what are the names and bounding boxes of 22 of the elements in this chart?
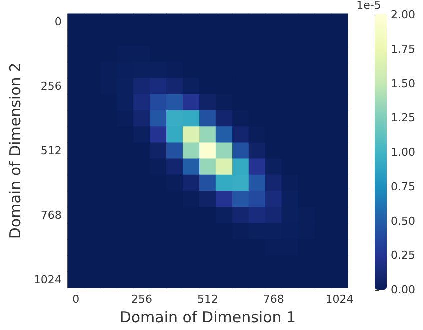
color-bar-label: 0.75 xyxy=(391,180,416,194)
y-tick-label: 768 xyxy=(40,208,62,222)
y-tick-label: 0 xyxy=(54,16,62,29)
y-tick-label: 512 xyxy=(40,144,62,158)
color-bar-label: 0.50 xyxy=(391,214,416,228)
y-tick-label: 256 xyxy=(40,80,62,94)
y-axis-title: Domain of Dimension 2 xyxy=(6,62,24,240)
x-tick-label: 256 xyxy=(132,293,153,306)
y-tick-label: 1024 xyxy=(34,273,62,286)
color-bar-label: 0.25 xyxy=(391,249,416,262)
color-bar-label: 0.00 xyxy=(391,284,416,296)
color-bar-label: 2.00 xyxy=(391,8,416,22)
x-tick-label: 768 xyxy=(263,293,284,306)
color-bar-label: 1.00 xyxy=(391,146,416,159)
x-tick-label: 512 xyxy=(197,293,218,306)
color-bar-label: 1.75 xyxy=(391,42,416,56)
x-axis-title: Domain of Dimension 1 xyxy=(120,308,296,326)
color-bar-title: 1e-5 xyxy=(356,0,382,12)
color-bar-label: 1.25 xyxy=(391,112,416,125)
color-bar-label: 1.50 xyxy=(391,77,416,90)
x-tick-label: 0 xyxy=(72,293,80,306)
x-tick-label: 1024 xyxy=(326,293,354,306)
